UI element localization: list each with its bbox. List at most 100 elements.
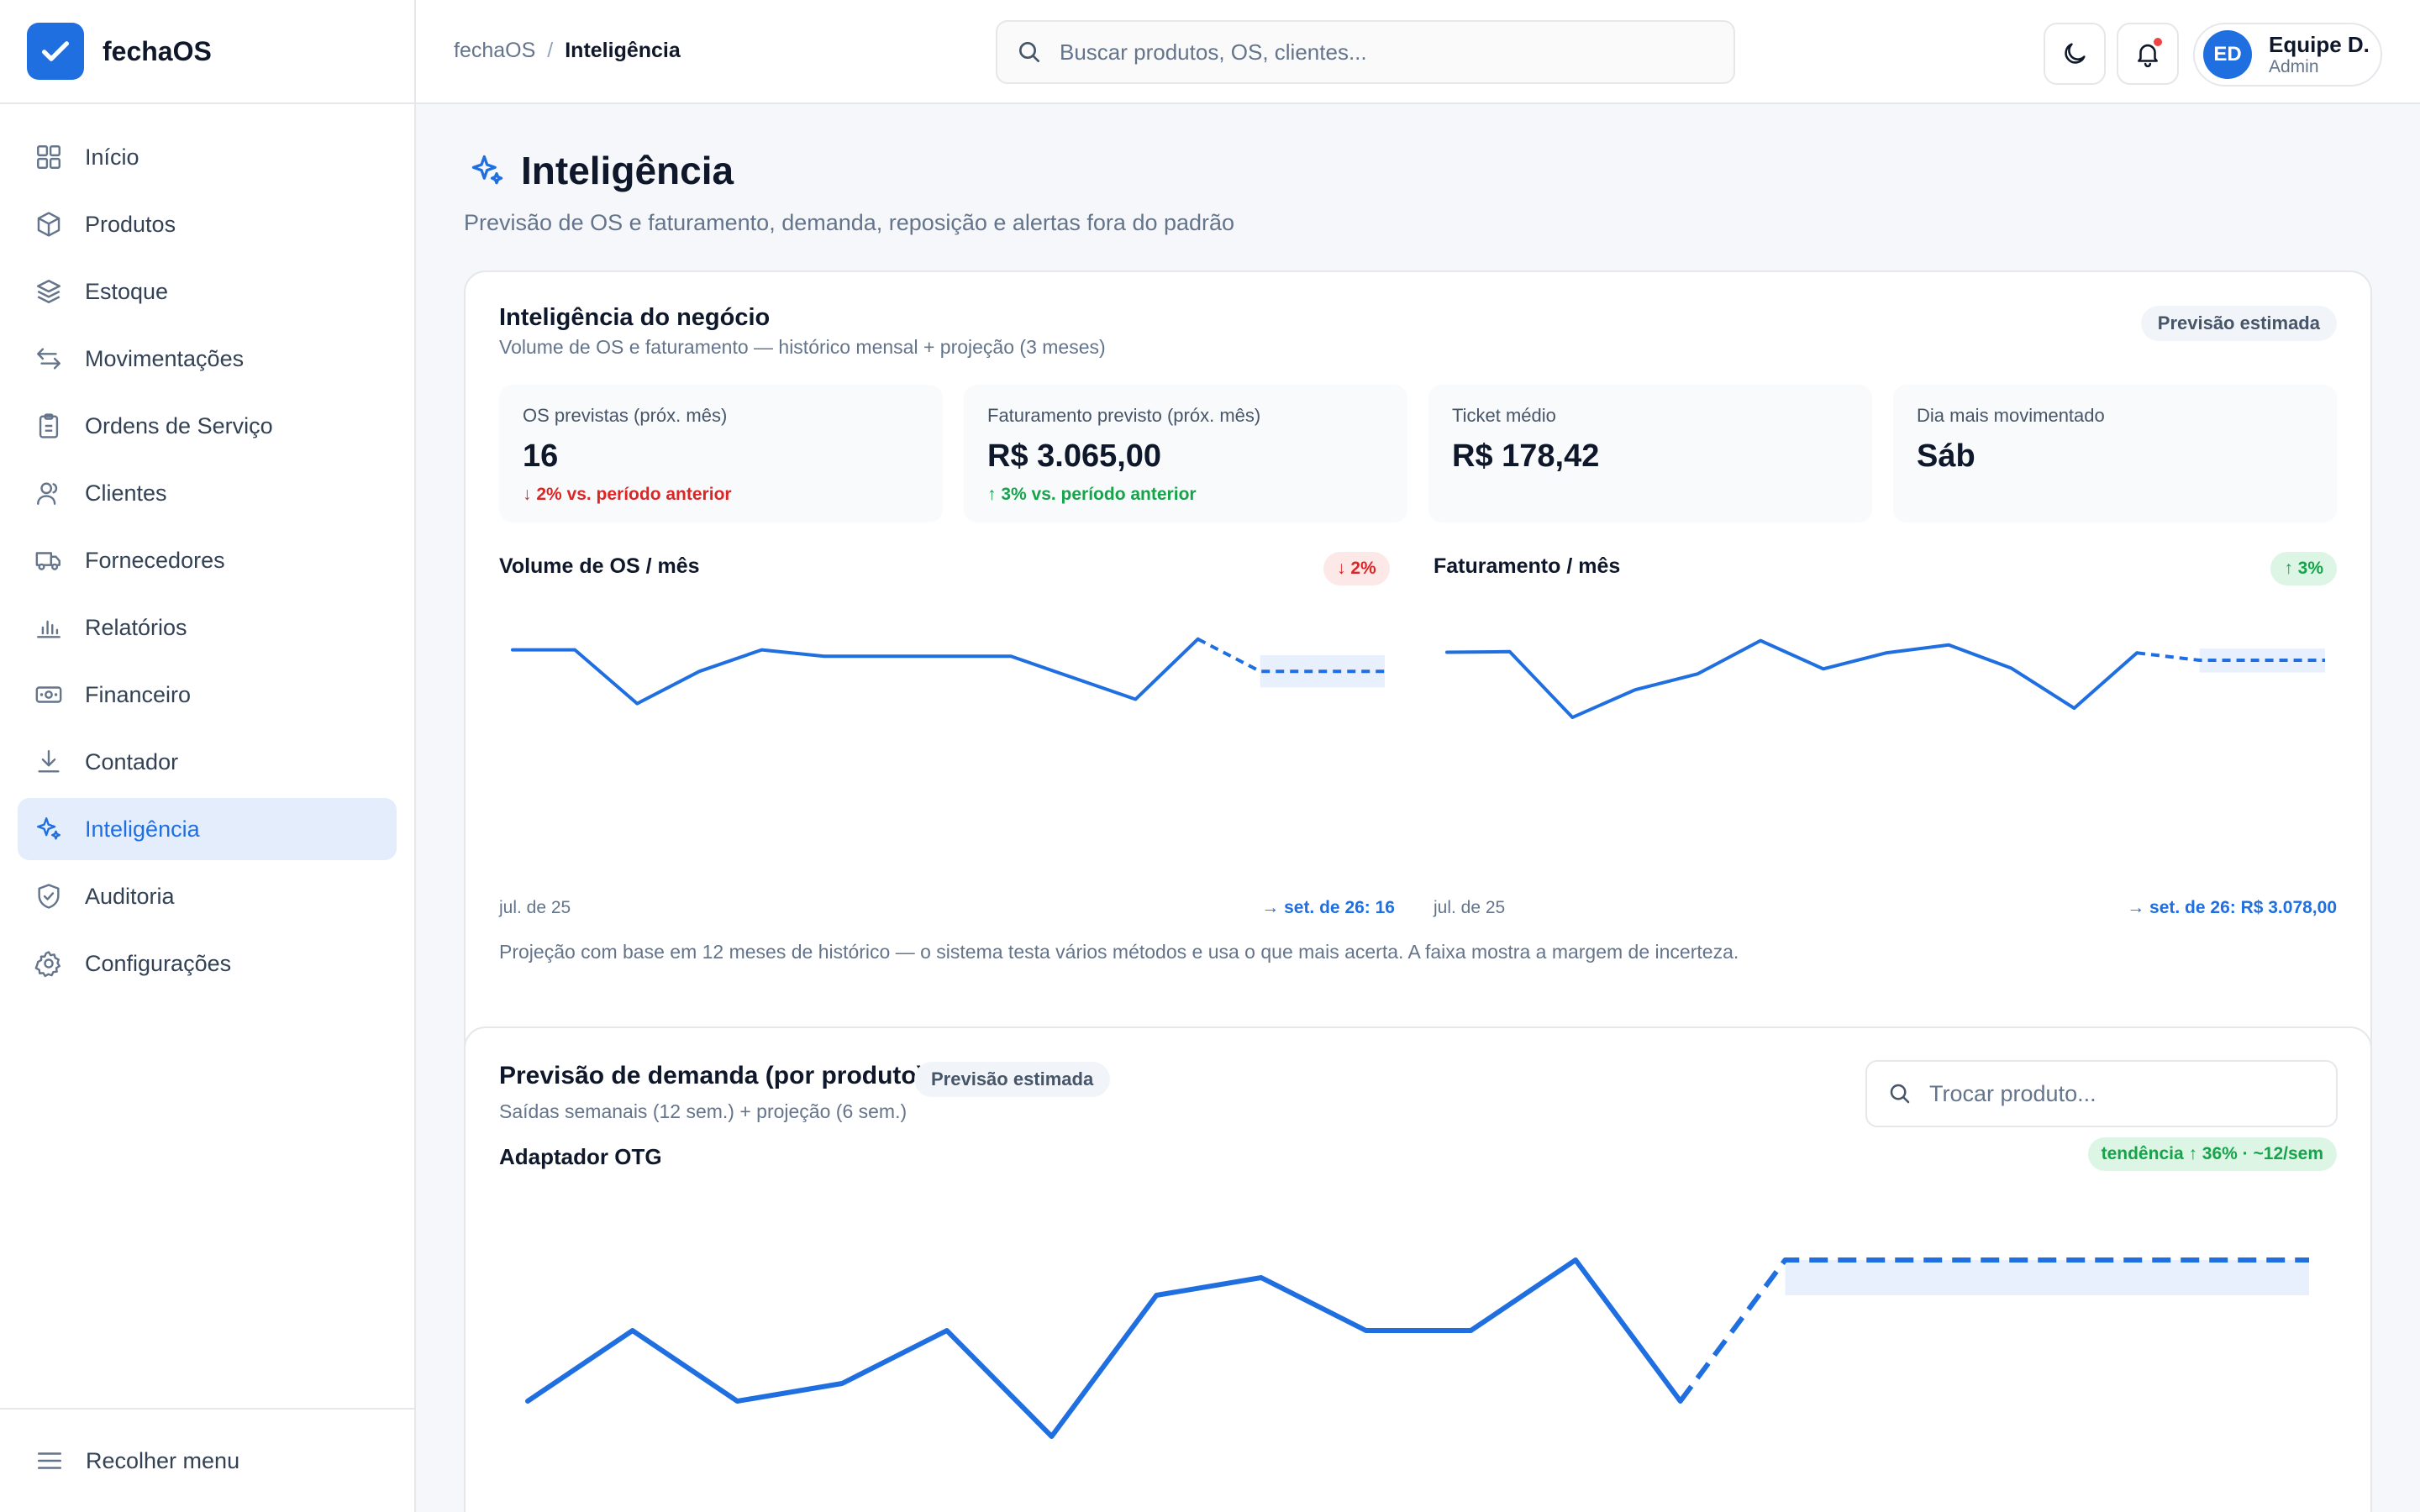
shield-icon <box>38 884 60 909</box>
sidebar-item-produtos[interactable]: Produtos <box>18 193 397 255</box>
notifications-button[interactable] <box>2117 23 2179 85</box>
business-intelligence-card: Inteligência do negócio Volume de OS e f… <box>464 270 2372 1102</box>
sidebar-item-contador[interactable]: Contador <box>18 731 397 793</box>
stat-delta: ↑ 3% vs. período anterior <box>987 485 1197 504</box>
page-title: Inteligência <box>521 149 734 192</box>
moon-icon <box>2065 43 2086 64</box>
sidebar-item-label: Configurações <box>85 950 232 976</box>
stat-card-ticket: Ticket médio R$ 178,42 <box>1428 385 1872 522</box>
trend-badge: tendência ↑ 36% · ~12/sem <box>2087 1137 2337 1171</box>
sidebar-item-clientes[interactable]: Clientes <box>18 462 397 524</box>
demand-chart <box>525 1257 2309 1439</box>
bell-icon <box>2138 44 2158 68</box>
sidebar-item-label: Início <box>85 144 139 170</box>
revenue-start-label: jul. de 25 <box>1434 898 1506 917</box>
notification-dot <box>2154 38 2162 46</box>
grid-icon <box>37 145 60 169</box>
product-search[interactable] <box>1865 1060 2338 1127</box>
brand: fechaOS <box>0 0 414 104</box>
stat-value: R$ 178,42 <box>1452 438 1600 474</box>
card-description: Saídas semanais (12 sem.) + projeção (6 … <box>499 1100 908 1122</box>
menu-icon <box>37 1452 62 1469</box>
sidebar-item-movimentacoes[interactable]: Movimentações <box>18 328 397 390</box>
breadcrumb-root[interactable]: fechaOS <box>454 39 536 62</box>
sidebar-item-label: Estoque <box>85 278 169 304</box>
history-line <box>525 1257 1683 1439</box>
search-icon <box>1019 42 1039 62</box>
theme-toggle-button[interactable] <box>2044 23 2106 85</box>
sidebar-item-label: Clientes <box>85 480 167 506</box>
history-line <box>511 637 1200 706</box>
sidebar-nav: Início Produtos Estoque Movimentações Or… <box>0 104 414 995</box>
card-title: Previsão de demanda (por produto) <box>499 1062 925 1089</box>
card-title: Inteligência do negócio <box>499 304 771 331</box>
sidebar-item-label: Financeiro <box>85 681 192 707</box>
stat-label: Faturamento previsto (próx. mês) <box>987 405 1261 426</box>
sidebar-item-label: Contador <box>85 748 179 774</box>
forecast-badge: Previsão estimada <box>914 1062 1111 1097</box>
stat-label: OS previstas (próx. mês) <box>523 405 728 426</box>
global-search[interactable] <box>996 20 1735 84</box>
sidebar-item-label: Movimentações <box>85 345 245 371</box>
user-menu[interactable]: ED Equipe D. Admin <box>2193 23 2382 87</box>
gear-icon <box>34 951 60 978</box>
stat-value: Sáb <box>1917 438 1975 474</box>
projection-line <box>1678 1257 2309 1403</box>
search-input[interactable] <box>1060 39 1715 66</box>
sidebar-item-configuracoes[interactable]: Configurações <box>18 932 397 995</box>
avatar: ED <box>2203 30 2252 79</box>
page-header: Inteligência <box>469 148 734 193</box>
product-search-input[interactable] <box>1929 1080 2333 1107</box>
projection-line <box>1197 638 1385 674</box>
sidebar-item-relatorios[interactable]: Relatórios <box>18 596 397 659</box>
volume-chart-title: Volume de OS / mês <box>499 554 700 578</box>
sidebar-item-fornecedores[interactable]: Fornecedores <box>18 529 397 591</box>
user-role: Admin <box>2269 57 2319 76</box>
topbar: fechaOS / Inteligência ED Equipe D. Admin <box>416 0 2420 104</box>
check-logo-icon <box>27 23 84 80</box>
search-icon <box>1890 1084 1910 1104</box>
card-description: Volume de OS e faturamento — histórico m… <box>499 336 1106 358</box>
bar-chart-icon <box>37 620 60 638</box>
stat-value: 16 <box>523 438 559 474</box>
sidebar-item-auditoria[interactable]: Auditoria <box>18 865 397 927</box>
arrows-icon <box>37 348 60 370</box>
clipboard-icon <box>39 413 59 438</box>
app-name: fechaOS <box>103 35 212 66</box>
stat-card-busiest-day: Dia mais movimentado Sáb <box>1893 385 2337 522</box>
breadcrumb-separator: / <box>547 39 554 62</box>
truck-icon <box>35 552 60 570</box>
forecast-badge: Previsão estimada <box>2140 306 2337 341</box>
user-icon <box>37 482 58 505</box>
sidebar-item-estoque[interactable]: Estoque <box>18 260 397 323</box>
history-line <box>1445 638 2139 720</box>
sidebar-item-label: Relatórios <box>85 614 187 640</box>
revenue-end-label: → set. de 26: R$ 3.078,00 <box>2127 898 2337 917</box>
volume-chart <box>511 637 1385 706</box>
stat-card-os: OS previstas (próx. mês) 16 ↓ 2% vs. per… <box>499 385 943 522</box>
sidebar-item-label: Ordens de Serviço <box>85 412 273 438</box>
stat-label: Dia mais movimentado <box>1917 405 2105 426</box>
sparkles-icon <box>471 155 503 185</box>
download-icon <box>38 750 60 773</box>
sidebar-item-ordens-servico[interactable]: Ordens de Serviço <box>18 395 397 457</box>
sparkles-icon <box>37 817 60 840</box>
collapse-menu-button[interactable]: Recolher menu <box>0 1408 416 1512</box>
projection-footnote: Projeção com base em 12 meses de históri… <box>499 941 1739 963</box>
sidebar-item-label: Produtos <box>85 211 176 237</box>
layers-icon <box>37 280 60 303</box>
sidebar-item-inicio[interactable]: Início <box>18 126 397 188</box>
revenue-chart <box>1445 638 2325 720</box>
stat-card-revenue: Faturamento previsto (próx. mês) R$ 3.06… <box>964 385 1407 522</box>
page-subtitle: Previsão de OS e faturamento, demanda, r… <box>464 210 1235 235</box>
stat-value: R$ 3.065,00 <box>987 438 1162 474</box>
volume-delta-badge: ↓ 2% <box>1323 552 1390 585</box>
sidebar-item-financeiro[interactable]: Financeiro <box>18 664 397 726</box>
volume-end-label: → set. de 26: 16 <box>1261 898 1395 917</box>
sidebar-item-inteligencia[interactable]: Inteligência <box>18 798 397 860</box>
user-name: Equipe D. <box>2269 32 2370 57</box>
sidebar-item-label: Fornecedores <box>85 547 225 573</box>
revenue-chart-title: Faturamento / mês <box>1434 554 1621 578</box>
banknote-icon <box>35 686 62 703</box>
sidebar-item-label: Inteligência <box>85 816 200 842</box>
